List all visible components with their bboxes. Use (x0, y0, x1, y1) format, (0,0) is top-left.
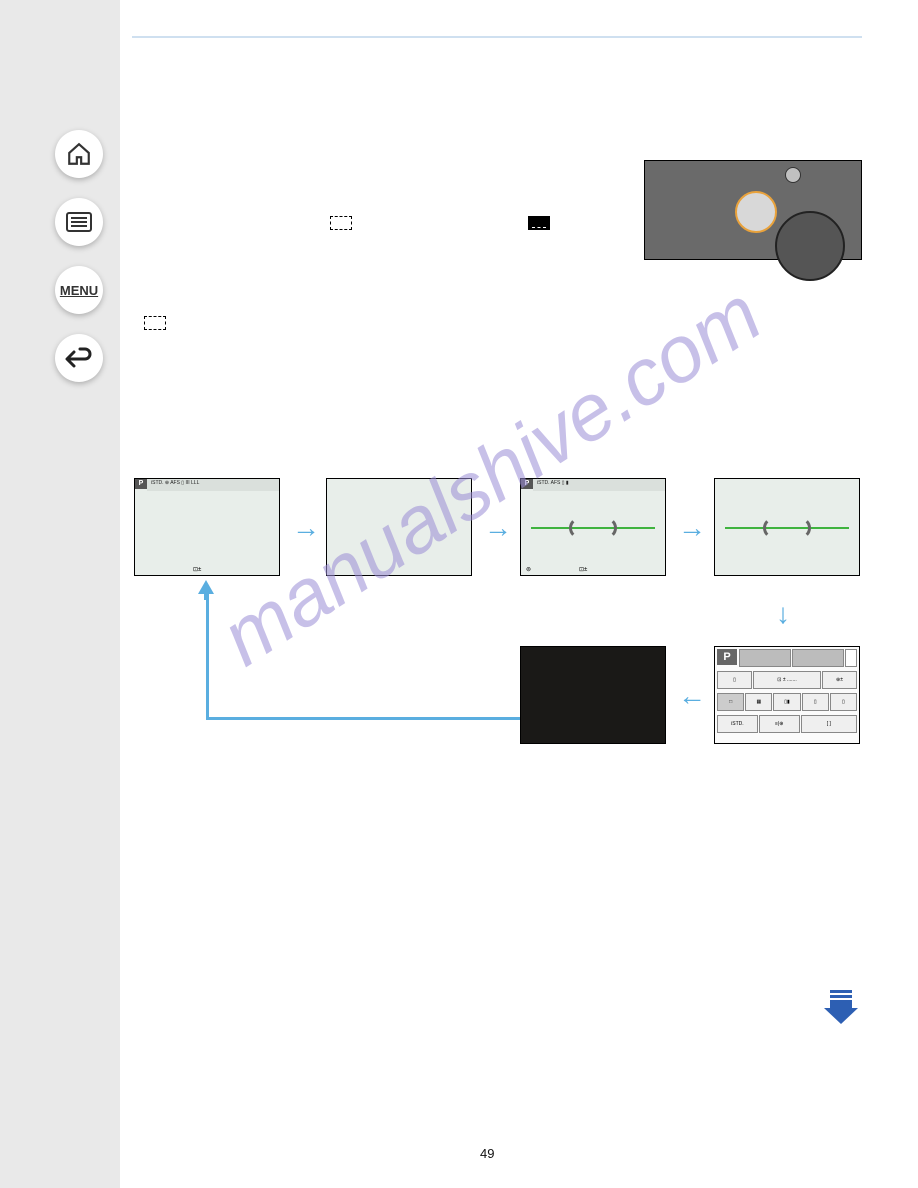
info-cell (845, 649, 857, 667)
info-cell: [ ] (801, 715, 857, 733)
camera-disp-button-highlight (735, 191, 777, 233)
camera-small-button (785, 167, 801, 183)
flow-box-1-bottom: ⊡± (193, 566, 201, 573)
flow-box-4 (714, 478, 860, 576)
arrow-down-icon: ↓ (776, 598, 790, 630)
flow-box-3-bottom: ⊡± (579, 566, 587, 573)
menu-label: MENU (60, 283, 98, 298)
info-cell: iSTD. (717, 715, 758, 733)
arrow-left-icon: ← (678, 680, 706, 712)
arrow-right-icon: → (484, 512, 512, 544)
list-icon (66, 212, 92, 232)
p-badge: P (521, 479, 533, 489)
tilt-indicator (725, 521, 849, 535)
page-number: 49 (480, 1146, 494, 1161)
info-grid: P ▯ ⊡ ± ....... ⊕± □ ▦ ▯▮ ▯ ▯ iSTD. ≡|⊕ … (715, 647, 859, 743)
home-button[interactable] (55, 130, 103, 178)
monitor-style-icon-2 (144, 316, 166, 330)
info-cell (739, 649, 791, 667)
flow-box-1-topbar: iSTD. ⊕ AFS ▯ III LLL (147, 479, 279, 491)
arrow-right-icon: → (678, 512, 706, 544)
camera-illustration (644, 160, 862, 260)
flow-box-6-off (520, 646, 666, 744)
flow-return-line (206, 590, 520, 720)
home-icon (66, 141, 92, 167)
list-button[interactable] (55, 198, 103, 246)
monitor-style-icon (330, 216, 352, 230)
arrow-right-icon: → (292, 512, 320, 544)
top-divider (132, 36, 862, 38)
flow-box-3: P iSTD. AFS ▯ ▮ ⊡± ⊚ (520, 478, 666, 576)
info-cell: ⊡ ± ....... (753, 671, 821, 689)
flow-box-1: P iSTD. ⊕ AFS ▯ III LLL ⊡± (134, 478, 280, 576)
flow-box-3-topbar: iSTD. AFS ▯ ▮ (533, 479, 665, 491)
info-cell: ≡|⊕ (759, 715, 800, 733)
back-button[interactable] (55, 334, 103, 382)
info-cell: ▯ (830, 693, 857, 711)
sidebar: MENU (0, 0, 120, 1188)
info-cell (792, 649, 844, 667)
flow-box-5-info-panel: P ▯ ⊡ ± ....... ⊕± □ ▦ ▯▮ ▯ ▯ iSTD. ≡|⊕ … (714, 646, 860, 744)
download-arrow-icon (824, 990, 858, 1024)
viewfinder-style-icon (528, 216, 550, 230)
back-icon (65, 347, 93, 369)
menu-button[interactable]: MENU (55, 266, 103, 314)
info-cell: □ (717, 693, 744, 711)
p-badge: P (135, 479, 147, 489)
info-p-badge: P (717, 649, 737, 665)
info-cell: ▯ (802, 693, 829, 711)
camera-dial (775, 211, 845, 281)
arrow-up-icon (196, 580, 216, 600)
info-cell: ▯ (717, 671, 752, 689)
info-cell: ▯▮ (773, 693, 800, 711)
tilt-indicator (531, 521, 655, 535)
flow-box-2 (326, 478, 472, 576)
info-cell: ⊕± (822, 671, 857, 689)
flow-box-3-bl: ⊚ (526, 566, 531, 573)
info-cell: ▦ (745, 693, 772, 711)
